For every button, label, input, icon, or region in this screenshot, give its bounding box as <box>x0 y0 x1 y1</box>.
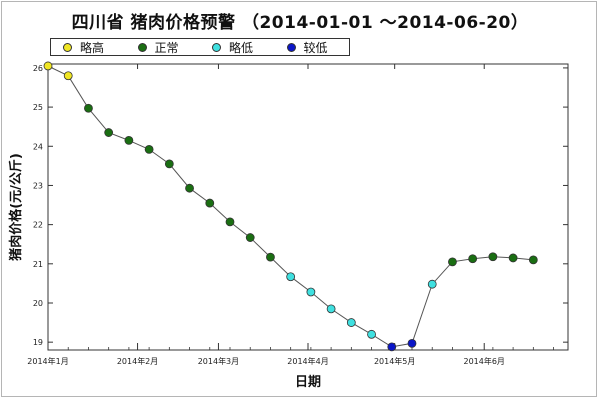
legend-label-high: 略高 <box>80 40 105 55</box>
data-point-21: 2014-05-28: 21.13 (正常) <box>468 254 478 264</box>
y-tick-label: 23 <box>33 181 43 190</box>
data-point-0: 2014-01-01: 26.05 (略高) <box>43 61 53 71</box>
data-point-8: 2014-02-26: 22.55 (正常) <box>205 198 215 208</box>
data-point-9: 2014-03-05: 22.07 (正常) <box>225 217 235 227</box>
y-tick-label: 21 <box>33 260 43 269</box>
data-point-5: 2014-02-05: 23.92 (正常) <box>144 145 154 154</box>
data-point-13: 2014-04-02: 20.28 (略低) <box>306 287 316 297</box>
data-point-20: 2014-05-21: 21.05 (正常) <box>448 257 457 267</box>
data-point-19: 2014-05-14: 20.48 (略低) <box>427 279 437 289</box>
data-point-17: 2014-04-30: 18.88 (较低) <box>387 342 397 352</box>
data-point-22: 2014-06-04: 21.18 (正常) <box>488 252 498 262</box>
data-point-7: 2014-02-19: 22.93 (正常) <box>185 183 194 193</box>
y-tick-label: 20 <box>33 299 43 308</box>
x-axis-title: 日期 <box>295 375 321 390</box>
data-point-1: 2014-01-08: 25.8 (略高) <box>63 71 73 81</box>
data-point-12: 2014-03-26: 20.67 (略低) <box>286 272 296 282</box>
x-tick-label: 2014年2月 <box>117 356 158 366</box>
y-tick-label: 25 <box>33 103 43 112</box>
data-point-10: 2014-03-12: 21.67 (正常) <box>245 233 255 242</box>
data-point-18: 2014-05-07: 18.97 (较低) <box>407 338 417 348</box>
x-tick-label: 2014年1月 <box>27 356 68 366</box>
data-point-23: 2014-06-11: 21.15 (正常) <box>508 253 518 263</box>
x-tick-label: 2014年5月 <box>374 356 415 366</box>
y-tick-label: 22 <box>33 221 43 230</box>
data-point-2: 2014-01-15: 24.97 (正常) <box>84 103 93 113</box>
legend-marker-normal <box>137 42 147 52</box>
legend-marker-low <box>212 42 221 52</box>
legend-marker-very-low <box>286 42 296 52</box>
data-point-14: 2014-04-09: 19.85 (略低) <box>326 304 336 314</box>
chart-title: 四川省 猪肉价格预警 （2014-01-01 ～2014-06-20） <box>71 13 529 33</box>
x-tick-label: 2014年6月 <box>463 356 504 366</box>
x-tick-label: 2014年3月 <box>198 356 239 366</box>
data-point-15: 2014-04-16: 19.5 (略低) <box>346 318 356 327</box>
chart-legend: 略高 正常 略低 较低 <box>50 38 350 56</box>
data-point-24: 2014-06-18: 21.1 (正常) <box>528 255 538 265</box>
data-point-16: 2014-04-23: 19.2 (略低) <box>367 329 376 339</box>
legend-marker-high <box>63 42 72 52</box>
y-tick-label: 26 <box>33 64 43 73</box>
y-tick-label: 19 <box>33 338 43 347</box>
legend-label-normal: 正常 <box>154 40 179 55</box>
plot-area-frame <box>47 63 569 351</box>
legend-item-normal: 正常 <box>126 39 201 56</box>
legend-label-low: 略低 <box>229 40 254 55</box>
data-point-11: 2014-03-19: 21.17 (正常) <box>266 252 275 262</box>
y-axis-title: 猪肉价格(元/公斤) <box>8 153 24 262</box>
legend-item-very-low: 较低 <box>275 39 350 56</box>
legend-label-very-low: 较低 <box>303 40 328 55</box>
data-point-4: 2014-01-29: 24.15 (正常) <box>124 135 134 145</box>
y-tick-label: 24 <box>33 142 43 151</box>
x-tick-label: 2014年4月 <box>287 356 328 366</box>
legend-item-low: 略低 <box>200 39 275 56</box>
data-point-3: 2014-01-22: 24.35 (正常) <box>104 128 114 137</box>
price-series-line <box>47 65 534 348</box>
legend-item-high: 略高 <box>51 39 126 56</box>
data-point-6: 2014-02-12: 23.55 (正常) <box>164 159 174 169</box>
